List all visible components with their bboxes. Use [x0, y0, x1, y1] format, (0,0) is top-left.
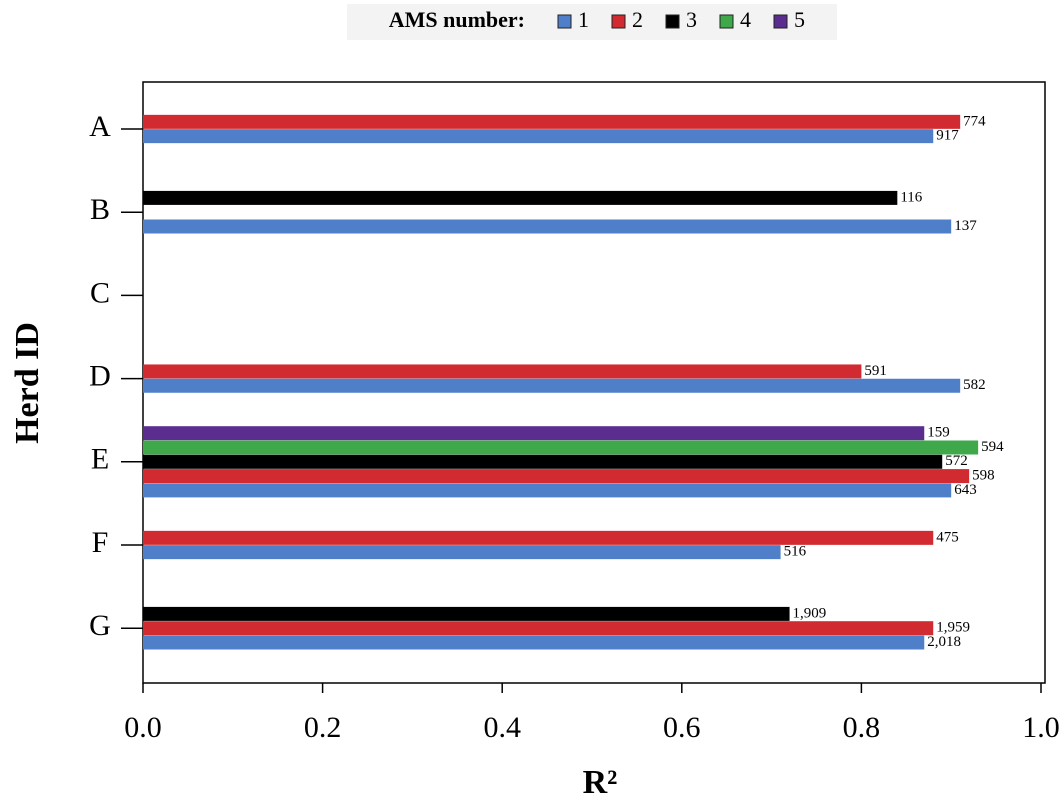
x-tick-label: 0.4: [483, 711, 521, 744]
bar: [143, 190, 898, 205]
y-tick-label: A: [89, 110, 111, 143]
bar: [143, 483, 952, 498]
bar: [143, 364, 862, 379]
bar-annotation: 116: [900, 189, 922, 205]
bar-annotation: 591: [864, 363, 887, 379]
bar: [143, 454, 943, 469]
bar: [143, 114, 961, 129]
legend-label: 2: [632, 7, 643, 32]
x-tick-label: 0.6: [663, 711, 701, 744]
bar-annotation: 1,909: [793, 605, 827, 621]
bar-annotation: 598: [972, 468, 995, 484]
x-tick-label: 0.8: [843, 711, 881, 744]
x-tick-label: 1.0: [1022, 711, 1060, 744]
bar-annotation: 572: [945, 453, 968, 469]
bar: [143, 606, 790, 621]
bar: [143, 129, 934, 144]
bar-annotation: 1,959: [936, 620, 970, 636]
bar-annotation: 475: [936, 529, 959, 545]
legend-swatch: [773, 14, 788, 29]
bar: [143, 219, 952, 234]
bar-annotation: 516: [784, 544, 807, 560]
bar-annotation: 159: [927, 425, 950, 441]
y-tick-label: F: [92, 526, 109, 559]
y-axis-label: Herd ID: [9, 322, 46, 444]
bar-annotation: 594: [981, 439, 1004, 455]
legend-swatch: [665, 14, 680, 29]
y-tick-label: B: [90, 193, 110, 226]
bar-annotation: 137: [954, 218, 977, 234]
legend-label: 4: [740, 7, 751, 32]
bar: [143, 635, 925, 650]
y-tick-label: E: [91, 443, 109, 476]
y-tick-label: G: [89, 609, 111, 642]
bar: [143, 469, 970, 484]
bar-annotation: 582: [963, 377, 986, 393]
bar: [143, 440, 979, 455]
x-tick-label: 0.2: [304, 711, 342, 744]
bar: [143, 426, 925, 441]
legend-background: [347, 4, 837, 40]
y-tick-label: D: [89, 359, 111, 392]
bar: [143, 378, 961, 393]
bar: [143, 545, 781, 560]
bar: [143, 621, 934, 636]
x-axis-label: R²: [583, 764, 618, 801]
legend-title: AMS number:: [389, 7, 525, 32]
legend-label: 1: [578, 7, 589, 32]
bar-annotation: 2,018: [927, 634, 961, 650]
bar: [143, 530, 934, 545]
bar-annotation: 774: [963, 113, 986, 129]
legend-label: 5: [794, 7, 805, 32]
legend-label: 3: [686, 7, 697, 32]
bar-annotation: 643: [954, 482, 977, 498]
legend-swatch: [719, 14, 734, 29]
x-tick-label: 0.0: [124, 711, 162, 744]
legend-swatch: [611, 14, 626, 29]
bar-annotation: 917: [936, 128, 959, 144]
legend-swatch: [557, 14, 572, 29]
y-tick-label: C: [90, 276, 110, 309]
